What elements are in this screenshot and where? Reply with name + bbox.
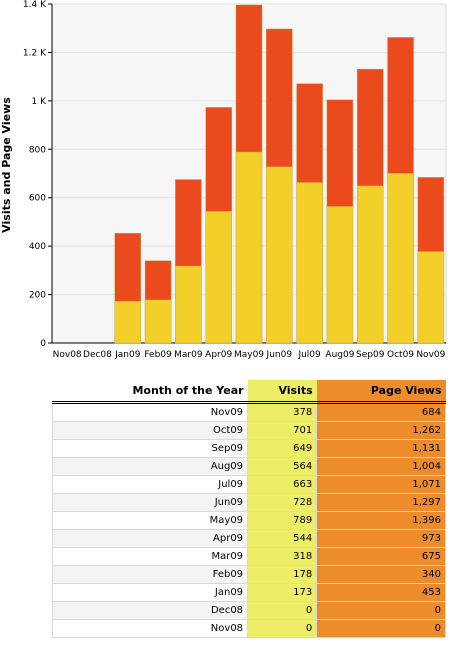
- x-tick-label: May09: [234, 350, 264, 360]
- y-tick-label: 400: [29, 242, 46, 252]
- table-row: Apr09 544 973: [51, 529, 446, 548]
- bar: [114, 300, 141, 344]
- table-cell: Aug09: [51, 457, 249, 476]
- table-cell: Feb09: [51, 565, 249, 584]
- bar: [175, 265, 202, 344]
- table-cell: 0: [316, 601, 446, 620]
- table-cell: Dec08: [51, 601, 249, 620]
- bar: [205, 211, 232, 344]
- x-tick-label: Nov09: [416, 350, 445, 360]
- bar: [417, 251, 445, 344]
- table-cell: 1,131: [316, 439, 446, 458]
- table-cell: Nov09: [51, 402, 249, 422]
- table-row: Aug09 564 1,004: [51, 457, 446, 476]
- table-row: Jun09 728 1,297: [51, 493, 446, 512]
- x-tick-label: Nov08: [53, 350, 82, 360]
- table-cell: Jan09: [51, 583, 249, 602]
- bar: [387, 173, 414, 344]
- table-row: Dec08 0 0: [51, 601, 446, 620]
- table-cell: 1,297: [316, 493, 446, 512]
- table-cell: 340: [316, 565, 446, 584]
- header-cell: Month of the Year: [52, 380, 248, 404]
- x-tick-label: Feb09: [144, 350, 172, 360]
- table-cell: 973: [316, 529, 446, 548]
- table-cell: 453: [316, 583, 446, 602]
- x-tick-label: Aug09: [325, 350, 354, 360]
- table-header: Month of the Year Visits Page Views: [52, 380, 446, 404]
- header-cell: Page Views: [316, 380, 446, 404]
- table-cell: Sep09: [51, 439, 249, 458]
- y-tick-label: 800: [29, 145, 46, 155]
- table-cell: 1,004: [316, 457, 446, 476]
- x-tick-label: Jun09: [266, 350, 293, 360]
- y-tick-label: 0: [40, 339, 46, 349]
- table-cell: 564: [247, 457, 318, 476]
- table-cell: Mar09: [51, 547, 249, 566]
- table-cell: 178: [247, 565, 318, 584]
- table-cell: 1,262: [316, 421, 446, 440]
- table-cell: 173: [247, 583, 318, 602]
- table-cell: 675: [316, 547, 446, 566]
- table-cell: 544: [247, 529, 318, 548]
- table-row: Nov09 378 684: [51, 402, 446, 422]
- table-cell: Oct09: [51, 421, 249, 440]
- table-cell: 649: [247, 439, 318, 458]
- table-row: May09 789 1,396: [51, 511, 446, 530]
- table-row: Oct09 701 1,262: [51, 421, 446, 440]
- table-cell: 1,396: [316, 511, 446, 530]
- x-tick-label: Oct09: [387, 350, 414, 360]
- x-tick-label: Jan09: [114, 350, 141, 360]
- x-tick-label: Apr09: [205, 350, 232, 360]
- table-row: Sep09 649 1,131: [51, 439, 446, 458]
- bar: [144, 299, 172, 344]
- x-tick-label: Mar09: [174, 350, 203, 360]
- bar: [357, 185, 384, 344]
- table-row: Jul09 663 1,071: [51, 475, 446, 494]
- table-row: Mar09 318 675: [51, 547, 446, 566]
- table-cell: 0: [316, 619, 446, 638]
- bar: [266, 166, 293, 344]
- table-cell: Nov08: [51, 619, 249, 638]
- y-tick-label: 600: [29, 194, 46, 204]
- table-cell: 0: [247, 601, 318, 620]
- table-cell: 701: [247, 421, 318, 440]
- x-tick-label: Dec08: [83, 350, 112, 360]
- table-cell: 378: [247, 402, 318, 422]
- table-cell: Jul09: [51, 475, 249, 494]
- table-row: Feb09 178 340: [51, 565, 446, 584]
- x-tick-label: Jul09: [297, 350, 321, 360]
- table-row: Jan09 173 453: [51, 583, 446, 602]
- table-cell: 663: [247, 475, 318, 494]
- table-cell: Apr09: [51, 529, 249, 548]
- table-cell: 1,071: [316, 475, 446, 494]
- bar: [296, 182, 323, 344]
- table-cell: 0: [247, 619, 318, 638]
- y-tick-label: 1 K: [32, 97, 48, 107]
- chart: Visits and Page Views 0 200 400 600 800 1 K 1.…: [0, 0, 447, 360]
- table-cell: 684: [316, 402, 446, 422]
- y-tick-label: 1.2 K: [23, 48, 47, 58]
- table-cell: 789: [247, 511, 318, 530]
- bar: [235, 151, 263, 344]
- data-table: Month of the Year Visits Page Views Nov09 37…: [51, 380, 446, 638]
- header-cell: Visits: [247, 380, 317, 404]
- y-tick-label: 1.4 K: [23, 0, 47, 10]
- table-cell: May09: [51, 511, 249, 530]
- bar: [326, 206, 354, 344]
- table-cell: 728: [247, 493, 318, 512]
- y-axis-label: Visits and Page Views: [0, 97, 13, 233]
- table-cell: 318: [247, 547, 318, 566]
- table-cell: Jun09: [51, 493, 249, 512]
- table-row: Nov08 0 0: [51, 619, 446, 638]
- y-tick-label: 200: [29, 291, 46, 301]
- x-tick-label: Sep09: [356, 350, 385, 360]
